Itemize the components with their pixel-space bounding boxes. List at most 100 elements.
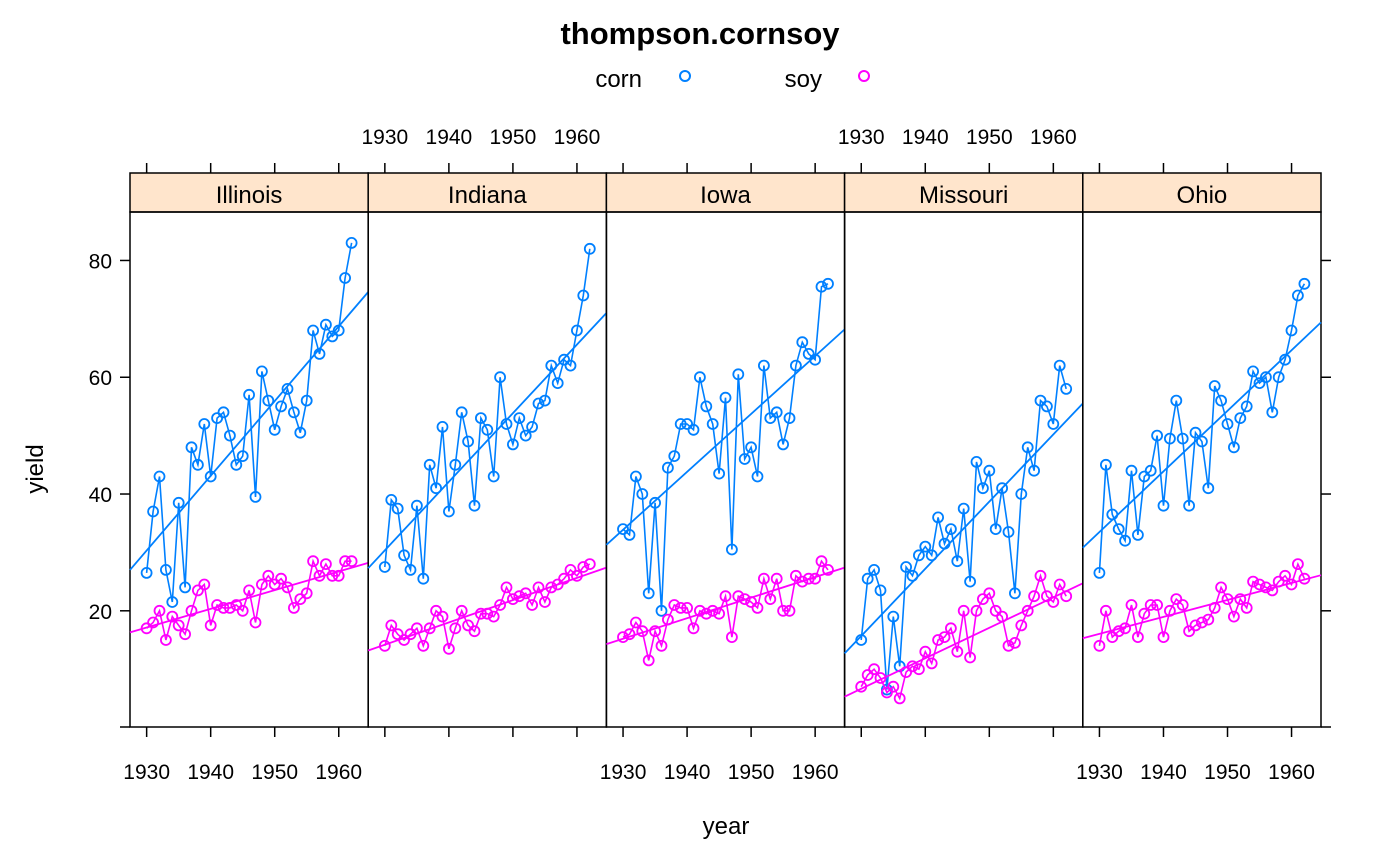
data-point-corn (1170, 394, 1183, 407)
data-point-soy (564, 564, 577, 576)
data-point-soy (307, 555, 320, 568)
x-tick-label-top: 1960 (554, 126, 601, 149)
data-point-soy (764, 593, 777, 605)
data-point-soy (468, 625, 481, 638)
data-point-corn (957, 502, 970, 515)
data-point-corn (1292, 289, 1304, 302)
data-point-soy (861, 669, 874, 681)
x-tick-label: 1950 (1204, 761, 1251, 784)
data-point-soy (790, 569, 802, 582)
data-point-corn (1176, 432, 1189, 445)
data-point-soy (770, 572, 783, 585)
panel-frame (843, 211, 1084, 728)
data-point-soy (1009, 637, 1021, 649)
data-point-corn (945, 523, 957, 535)
x-axis-label: year (703, 813, 750, 840)
y-tick-label: 80 (89, 250, 112, 273)
data-point-soy (526, 599, 538, 611)
data-point-soy (159, 634, 172, 646)
x-tick-label: 1960 (1268, 761, 1315, 784)
data-point-corn (996, 482, 1008, 495)
data-point-corn (1266, 406, 1279, 419)
data-point-soy (674, 602, 687, 614)
data-point-corn (404, 564, 417, 576)
data-point-corn (583, 242, 596, 255)
panel-ohio: Ohio 1930 1940 1950 1960 (1076, 163, 1322, 784)
data-point-corn (1272, 371, 1285, 384)
panel-strip-label: Iowa (700, 182, 751, 209)
data-point-corn (649, 496, 661, 509)
data-point-corn (1234, 412, 1247, 425)
data-point-soy (1170, 593, 1183, 605)
panel-strip (843, 172, 1084, 213)
data-point-corn (687, 423, 700, 436)
data-point-soy (1234, 593, 1247, 605)
data-point-soy (932, 634, 944, 646)
data-point-corn (391, 502, 404, 515)
data-point-corn (423, 458, 436, 471)
data-point-corn (275, 400, 288, 413)
panel-indiana: Indiana 1930 1940 1950 1960 (361, 126, 608, 737)
data-point-soy (1260, 581, 1272, 594)
data-point-corn (319, 318, 332, 331)
data-point-corn (153, 470, 166, 483)
data-point-corn (551, 377, 564, 390)
data-point-soy (887, 680, 900, 693)
data-point-soy (1093, 639, 1106, 652)
data-point-soy (449, 622, 462, 635)
data-point-soy (1100, 604, 1112, 617)
data-point-soy (1292, 558, 1304, 570)
data-point-corn (802, 347, 815, 360)
legend-marker-corn (679, 70, 691, 82)
data-point-corn (268, 423, 281, 436)
data-point-soy (1112, 625, 1125, 638)
data-point-corn (243, 388, 256, 401)
fit-line-soy (844, 582, 1084, 698)
data-point-corn (719, 391, 732, 404)
data-point-corn (230, 458, 243, 471)
data-point-corn (571, 324, 583, 337)
data-point-corn (281, 382, 294, 395)
data-point-corn (919, 540, 932, 553)
data-point-corn (211, 412, 224, 425)
data-point-corn (526, 420, 538, 433)
panel-strip (1082, 172, 1322, 213)
data-point-soy (687, 622, 700, 635)
data-point-soy (294, 593, 307, 605)
data-point-corn (623, 529, 636, 541)
data-point-corn (249, 490, 262, 503)
data-point-corn (410, 499, 423, 512)
data-point-soy (198, 578, 211, 591)
data-point-corn (262, 394, 275, 407)
panels: 20 40 60 80 Illinois 1930 1940 1950 1960 Indiana 1… (89, 126, 1331, 784)
data-point-corn (868, 564, 880, 576)
data-point-corn (1119, 534, 1131, 547)
data-point-soy (945, 622, 957, 635)
data-point-corn (1279, 353, 1291, 366)
data-point-soy (1138, 607, 1151, 620)
data-point-corn (442, 505, 455, 518)
x-tick-label: 1960 (792, 761, 839, 784)
data-point-soy (583, 558, 596, 570)
panel-frame (129, 211, 369, 728)
data-point-corn (1183, 499, 1195, 512)
data-point-corn (694, 371, 706, 384)
data-point-soy (345, 555, 358, 568)
data-point-soy (500, 581, 513, 594)
data-point-corn (532, 397, 545, 410)
data-point-soy (1240, 602, 1253, 614)
data-point-corn (307, 324, 320, 337)
data-point-corn (1202, 482, 1215, 495)
x-tick-label-top: 1960 (1030, 126, 1077, 149)
data-point-soy (694, 604, 706, 617)
data-point-soy (262, 569, 275, 582)
data-point-soy (153, 604, 166, 617)
data-point-corn (989, 523, 1002, 535)
x-tick-label: 1960 (315, 761, 362, 784)
data-point-soy (494, 599, 507, 611)
data-point-soy (455, 604, 468, 617)
data-point-soy (430, 604, 443, 617)
data-point-corn (1144, 464, 1157, 477)
data-point-corn (339, 272, 352, 284)
data-point-corn (861, 572, 874, 585)
